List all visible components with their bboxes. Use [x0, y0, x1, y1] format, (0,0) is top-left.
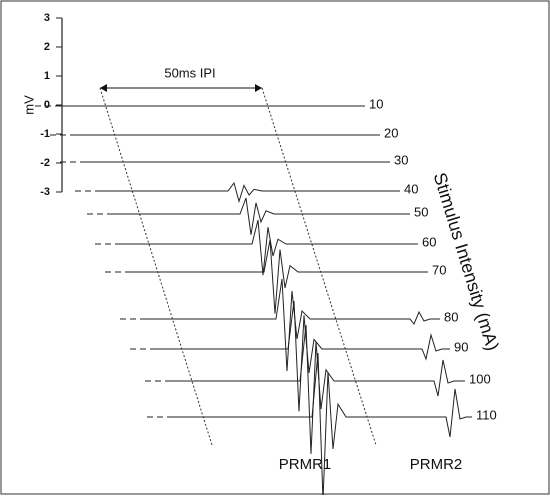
trace: [170, 324, 465, 454]
trace-label: 90: [454, 339, 468, 354]
trace: [112, 197, 410, 235]
response-label: PRMR2: [410, 456, 463, 473]
trace-label: 70: [432, 262, 446, 277]
trace-label: 20: [384, 125, 398, 140]
y-tick-label: 2: [44, 41, 50, 53]
y-tick-label: 3: [44, 12, 50, 24]
trace: [155, 300, 450, 412]
trace-label: 30: [394, 152, 408, 167]
trace-label: 50: [414, 204, 428, 219]
y-tick-label: 1: [44, 70, 50, 82]
trace-label: 40: [404, 181, 418, 196]
guide-line: [261, 87, 377, 446]
trace: [120, 219, 418, 276]
interval-label: 50ms IPI: [164, 65, 215, 80]
trace: [100, 181, 400, 204]
y-tick-label: -1: [40, 128, 50, 140]
trace-label: 60: [422, 234, 436, 249]
y-tick-label: 0: [44, 99, 50, 111]
trace: [130, 239, 428, 314]
trace-label: 10: [369, 96, 383, 111]
y-tick-label: -3: [40, 186, 50, 198]
trace: [145, 278, 440, 372]
y-tick-label: -2: [40, 157, 50, 169]
trace-label: 100: [469, 371, 491, 386]
response-label: PRMR1: [279, 456, 332, 473]
y-axis-label: mV: [21, 95, 36, 115]
trace: [172, 352, 472, 500]
trace-label: 110: [476, 407, 497, 422]
trace-label: 80: [444, 309, 458, 324]
